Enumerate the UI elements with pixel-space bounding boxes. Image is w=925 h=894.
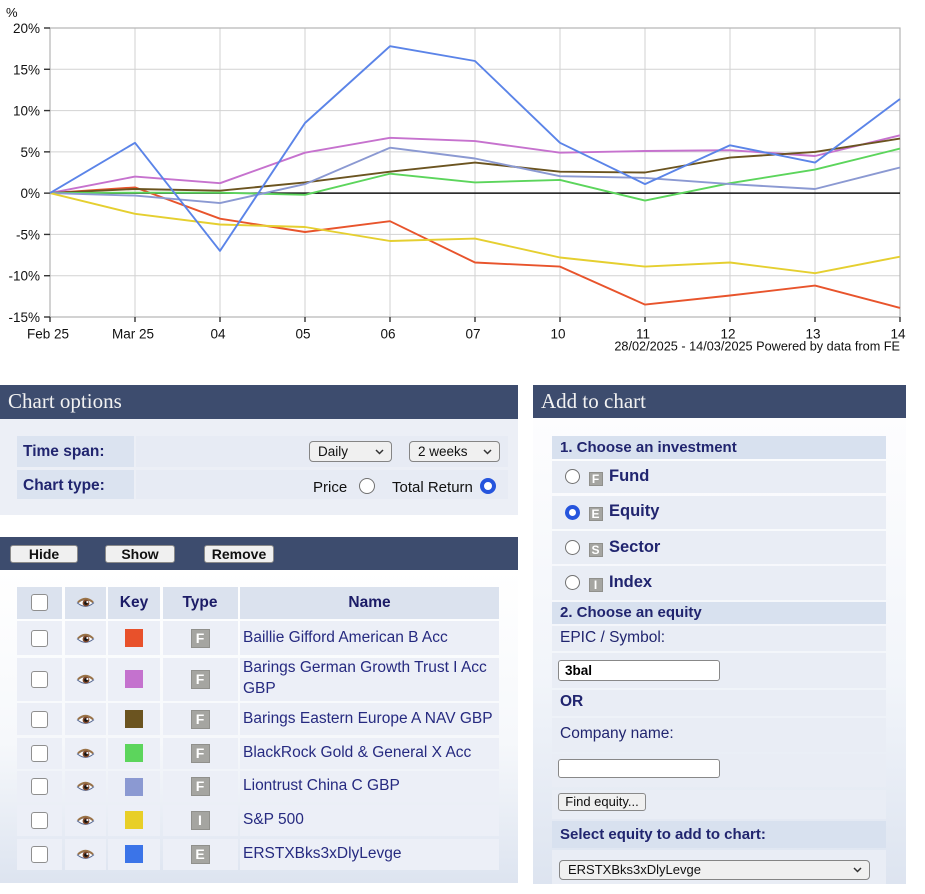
svg-text:-15%: -15% xyxy=(8,310,40,325)
svg-text:07: 07 xyxy=(465,327,480,342)
svg-text:%: % xyxy=(6,5,18,20)
svg-text:14: 14 xyxy=(890,327,906,342)
svg-text:06: 06 xyxy=(380,327,395,342)
svg-text:12: 12 xyxy=(720,327,735,342)
svg-text:20%: 20% xyxy=(13,21,40,36)
svg-text:0%: 0% xyxy=(20,186,40,201)
svg-text:15%: 15% xyxy=(13,62,40,77)
svg-text:-10%: -10% xyxy=(8,269,40,284)
svg-text:5%: 5% xyxy=(20,145,40,160)
svg-text:10%: 10% xyxy=(13,104,40,119)
svg-text:13: 13 xyxy=(805,327,820,342)
svg-text:Feb 25: Feb 25 xyxy=(27,327,69,342)
svg-text:10: 10 xyxy=(550,327,565,342)
svg-text:28/02/2025 - 14/03/2025 Powere: 28/02/2025 - 14/03/2025 Powered by data … xyxy=(614,340,900,354)
svg-text:05: 05 xyxy=(295,327,310,342)
svg-text:-5%: -5% xyxy=(16,227,40,242)
svg-text:04: 04 xyxy=(210,327,226,342)
svg-text:Mar 25: Mar 25 xyxy=(112,327,154,342)
svg-text:11: 11 xyxy=(636,327,650,342)
